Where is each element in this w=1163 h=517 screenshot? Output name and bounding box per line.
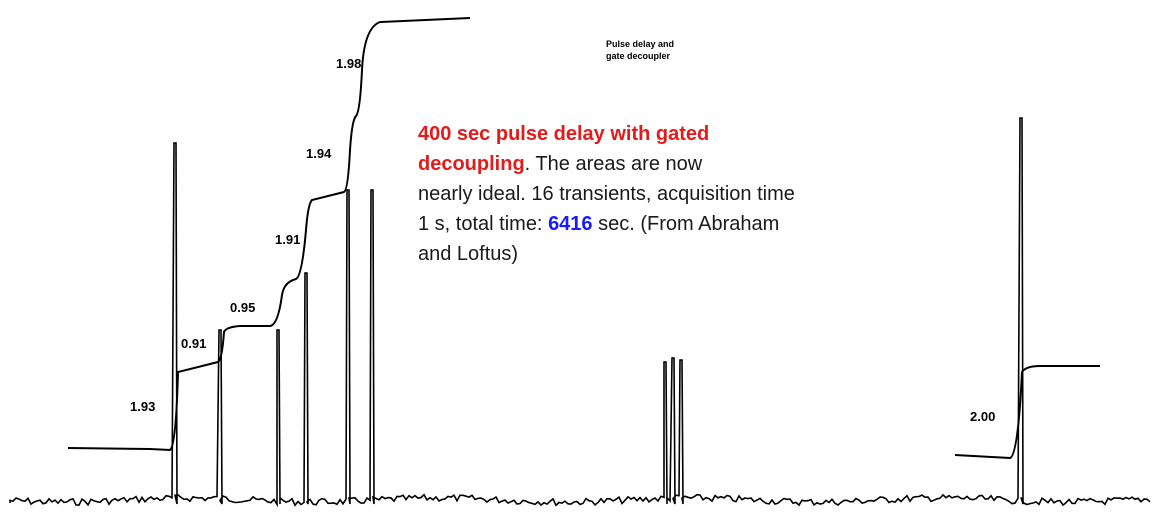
caption-line: decoupling. The areas are now: [418, 149, 795, 179]
integral-label: 2.00: [970, 409, 995, 424]
spectrum-line: [9, 117, 1151, 508]
integral-label: 1.91: [275, 232, 300, 247]
integral-label: 1.93: [130, 399, 155, 414]
caption-number: 6416: [548, 213, 593, 235]
caption-text: and Loftus): [418, 243, 519, 265]
caption-line: nearly ideal. 16 transients, acquisition…: [418, 179, 795, 209]
caption-text: 1 s, total time:: [418, 213, 549, 235]
integral-label: 1.94: [306, 146, 332, 161]
note-line: gate decoupler: [606, 51, 671, 61]
caption: 400 sec pulse delay with gated decouplin…: [418, 119, 795, 269]
caption-text: nearly ideal. 16 transients, acquisition…: [418, 183, 795, 205]
note-line: Pulse delay and: [606, 39, 674, 49]
caption-text: sec. (From Abraham: [592, 213, 780, 235]
caption-line: 1 s, total time: 6416 sec. (From Abraham: [418, 209, 795, 239]
caption-line: and Loftus): [418, 239, 795, 269]
integral-label: 0.95: [230, 300, 255, 315]
caption-line: 400 sec pulse delay with gated: [418, 119, 795, 149]
traces: [9, 17, 1151, 508]
caption-highlight: decoupling: [418, 153, 525, 175]
caption-highlight: 400 sec pulse delay with gated: [418, 123, 710, 145]
integral-label: 1.98: [336, 56, 361, 71]
caption-text: . The areas are now: [524, 153, 703, 175]
integral-label: 0.91: [181, 336, 206, 351]
integral-curve: [67, 17, 471, 452]
